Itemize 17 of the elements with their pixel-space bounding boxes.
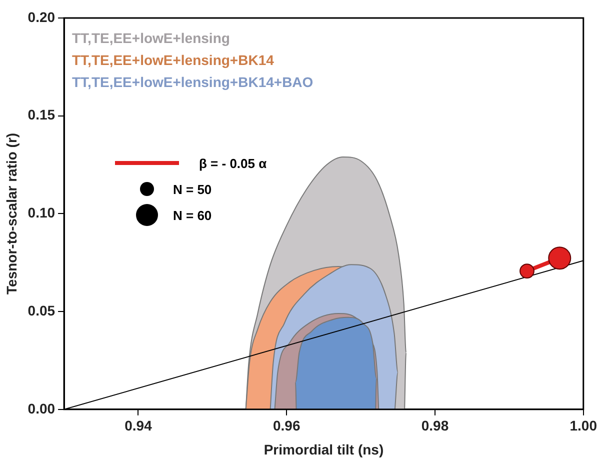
y-tick-label: 0.20	[28, 8, 56, 25]
y-tick-label: 0.05	[28, 302, 56, 318]
x-tick-label: 0.96	[272, 418, 300, 434]
y-tick-label: 0.00	[28, 400, 56, 416]
annotation: N = 50	[173, 182, 212, 196]
annotation: N = 60	[173, 208, 212, 222]
x-tick-label: 0.98	[421, 418, 449, 434]
legend-label: β = - 0.05 α	[199, 156, 267, 170]
x-tick-label: 0.94	[124, 418, 152, 434]
text: TT,TE,EE+lowE+lensing+BK14+BAO	[72, 74, 314, 90]
y-tick-label: 0.15	[28, 106, 56, 123]
x-axis-title: Primordial tilt (ns)	[264, 441, 384, 458]
y-axis-title: Tesnor-to-scalar ratio (r)	[3, 132, 20, 294]
text: TT,TE,EE+lowE+lensing+BK14	[72, 52, 275, 68]
text: TT,TE,EE+lowE+lensing	[72, 30, 231, 46]
y-tick-label: 0.10	[28, 204, 56, 221]
x-tick-label: 1.00	[570, 418, 598, 434]
